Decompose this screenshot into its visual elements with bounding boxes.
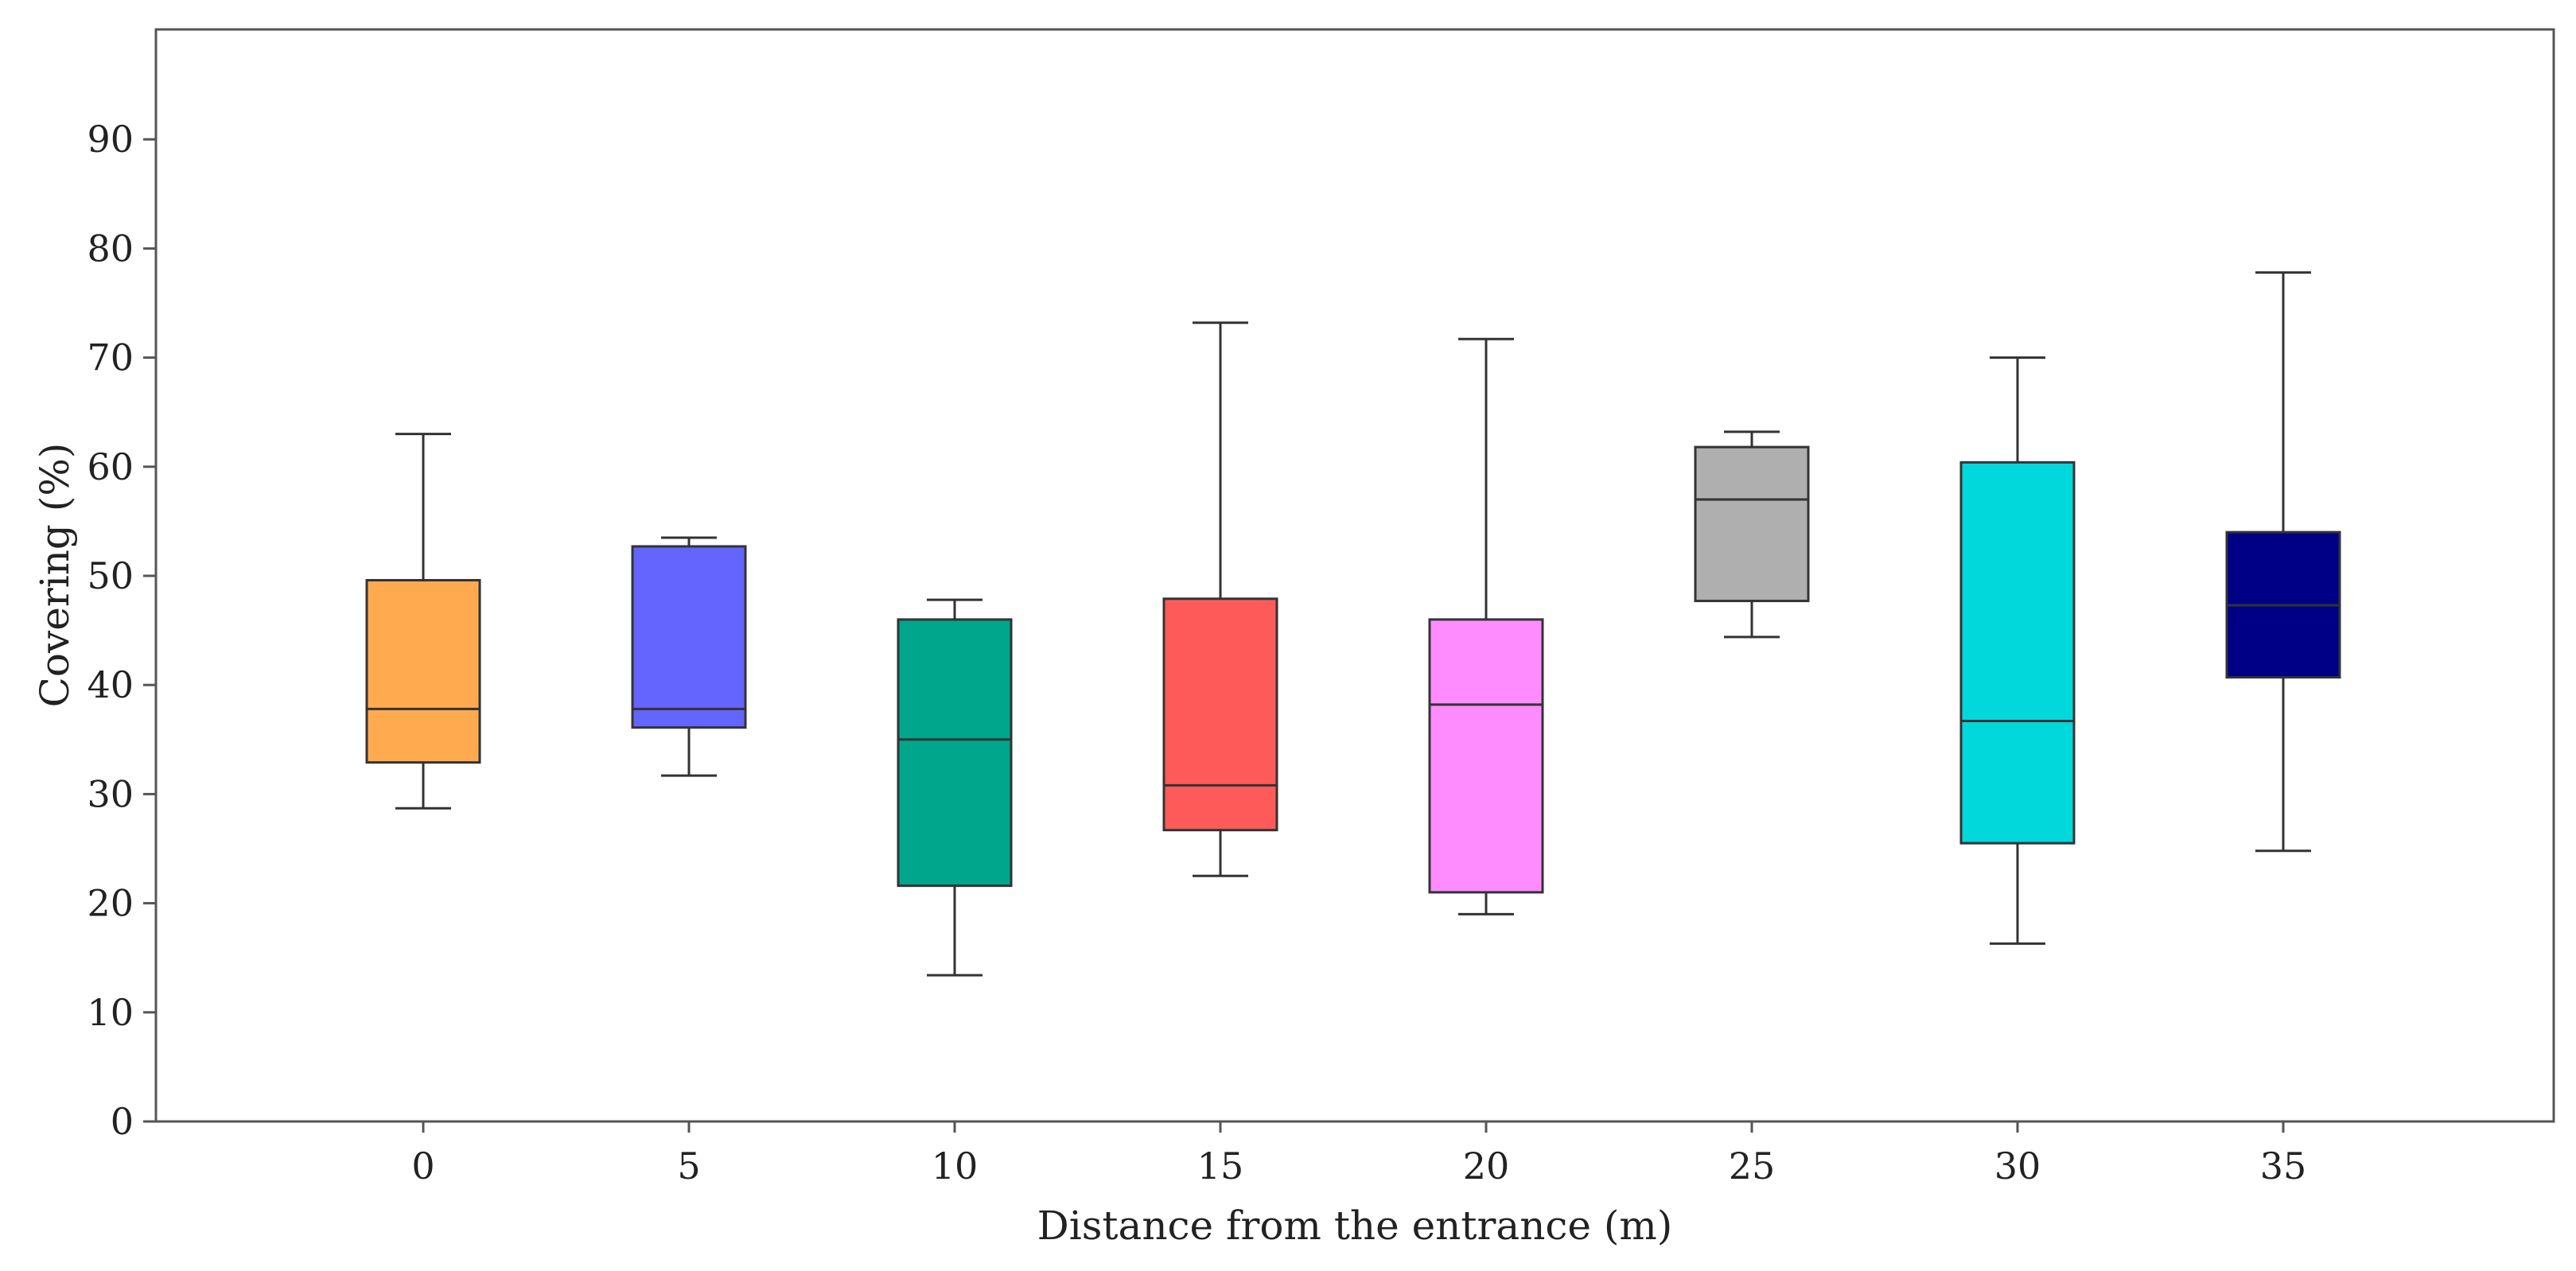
box-item-0: [365, 433, 481, 810]
y-tick-label: 60: [87, 445, 134, 488]
box-item-30: [1959, 356, 2076, 945]
x-tick-label: 20: [1463, 1145, 1510, 1187]
box-series: [365, 271, 2341, 977]
box-item-10: [897, 598, 1013, 977]
x-tick-label: 30: [1994, 1145, 2041, 1187]
x-tick-label: 5: [677, 1145, 700, 1187]
box-item-5: [631, 536, 747, 777]
iqr-box: [897, 618, 1013, 888]
y-tick-label: 10: [87, 991, 134, 1034]
y-axis: 0 10 20 30 40 50 60 70 80 90: [87, 118, 156, 1143]
y-tick-label: 30: [87, 772, 134, 815]
iqr-box: [1959, 461, 2076, 845]
x-axis-title: Distance from the entrance (m): [1037, 1203, 1673, 1249]
box-item-25: [1694, 430, 1810, 639]
y-tick-label: 90: [87, 118, 134, 161]
y-axis-title: Covering (%): [32, 443, 78, 708]
x-tick-label: 25: [1729, 1145, 1776, 1187]
y-tick-label: 80: [87, 227, 134, 270]
plot-frame: [154, 28, 2555, 1123]
box-item-35: [2225, 271, 2341, 853]
x-axis: 0 5 10 15 20 25 30 35: [411, 1121, 2306, 1187]
y-tick-label: 70: [87, 336, 134, 379]
iqr-box: [1162, 597, 1278, 832]
y-tick-label: 20: [87, 882, 134, 925]
x-tick-label: 0: [411, 1145, 434, 1187]
iqr-box: [365, 578, 481, 764]
x-tick-label: 10: [932, 1145, 979, 1187]
iqr-box: [631, 545, 747, 729]
x-tick-label: 15: [1197, 1145, 1244, 1187]
x-tick-label: 35: [2260, 1145, 2307, 1187]
y-tick-label: 50: [87, 554, 134, 597]
y-tick-label: 40: [87, 663, 134, 706]
y-tick-label: 0: [111, 1100, 134, 1143]
iqr-box: [1428, 618, 1544, 894]
box-item-20: [1428, 337, 1544, 915]
box-item-15: [1162, 321, 1278, 877]
iqr-box: [1694, 445, 1810, 603]
